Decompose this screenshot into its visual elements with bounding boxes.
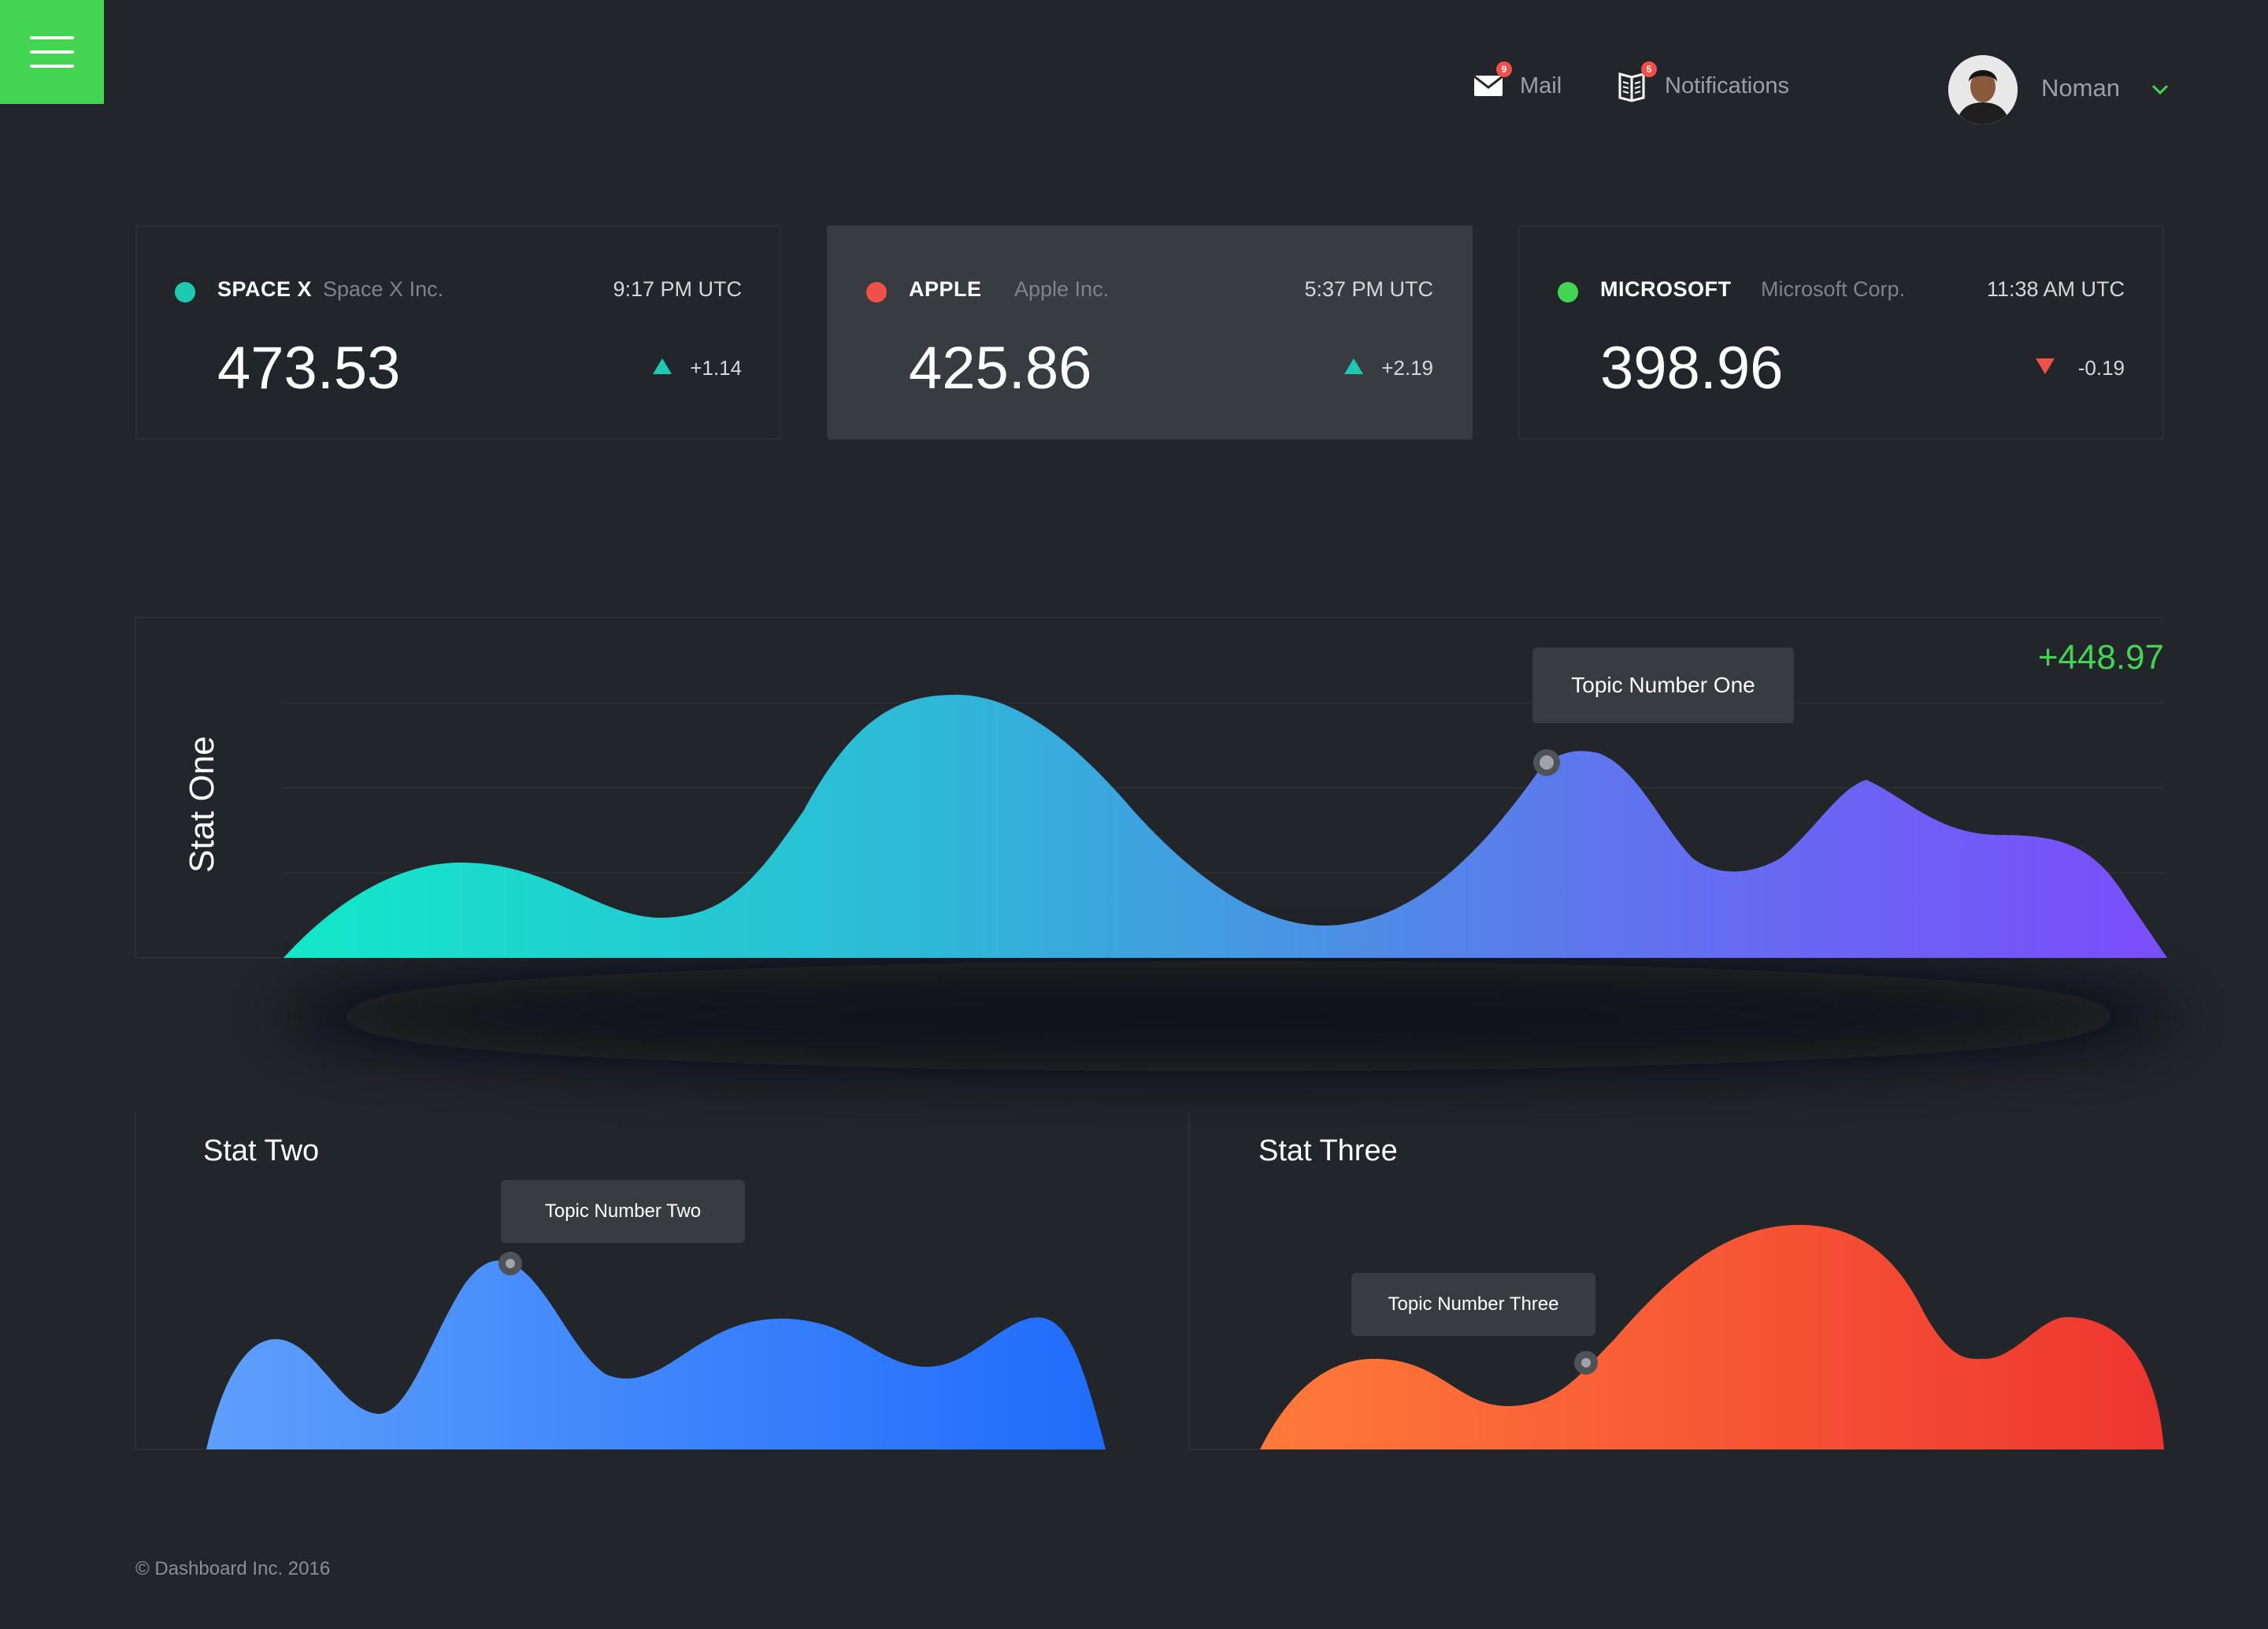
stock-card-apple[interactable]: APPLE Apple Inc. 5:37 PM UTC 425.86 +2.1… [827, 225, 1473, 440]
stock-time: 9:17 PM UTC [613, 277, 742, 301]
data-point-core [1540, 755, 1554, 770]
stat-three-tooltip: Topic Number Three [1351, 1273, 1595, 1336]
data-point-core [506, 1259, 515, 1268]
arrow-up-icon [1344, 358, 1363, 374]
stat-two-title: Stat Two [203, 1134, 320, 1167]
chevron-down-icon[interactable] [2150, 79, 2170, 99]
mail-label: Mail [1520, 72, 1562, 98]
arrow-up-icon [653, 358, 672, 374]
arrow-down-icon [2036, 358, 2055, 374]
status-dot [1558, 282, 1578, 302]
hamburger-menu-button[interactable] [0, 0, 104, 104]
notifications-label: Notifications [1665, 72, 1789, 98]
stock-ticker: MICROSOFT [1600, 277, 1732, 301]
stock-change: +1.14 [690, 356, 742, 380]
menu-icon-bar [30, 65, 74, 68]
notifications-badge: 5 [1641, 61, 1657, 77]
notifications-link[interactable]: 5 Notifications [1618, 61, 1789, 102]
mail-icon: 9 [1473, 61, 1512, 102]
stat-one-delta: +448.97 [2037, 638, 2164, 677]
mail-link[interactable]: 9 Mail [1473, 61, 1562, 102]
menu-icon-bar [30, 50, 74, 54]
status-dot [175, 282, 195, 302]
notifications-icon: 5 [1618, 61, 1657, 102]
stat-two-area [206, 1260, 1106, 1449]
stock-card-microsoft[interactable]: MICROSOFT Microsoft Corp. 11:38 AM UTC 3… [1518, 225, 2164, 440]
stock-time: 11:38 AM UTC [1986, 277, 2125, 301]
stat-one-tooltip: Topic Number One [1532, 648, 1794, 723]
stat-two-tooltip: Topic Number Two [501, 1180, 745, 1243]
user-name[interactable]: Noman [2041, 74, 2120, 102]
stock-ticker: APPLE [909, 277, 982, 301]
footer-copyright: © Dashboard Inc. 2016 [135, 1558, 331, 1579]
avatar[interactable] [1948, 55, 2018, 124]
stock-company: Apple Inc. [1014, 277, 1110, 301]
stat-one-title: Stat One [183, 736, 221, 873]
stat-three-area [1260, 1225, 2164, 1449]
mail-badge: 9 [1496, 61, 1512, 77]
stat-one-area [284, 695, 2167, 958]
stock-change: -0.19 [2077, 356, 2125, 380]
stock-company: Microsoft Corp. [1761, 277, 1906, 301]
chart-shadow [284, 961, 2174, 1071]
stock-card-spacex[interactable]: SPACE X Space X Inc. 9:17 PM UTC 473.53 … [135, 225, 781, 440]
status-dot [866, 282, 887, 302]
stock-price: 473.53 [217, 335, 401, 402]
data-point-core [1581, 1358, 1591, 1367]
stock-ticker: SPACE X [217, 277, 313, 301]
stock-change: +2.19 [1381, 356, 1433, 380]
menu-icon-bar [30, 36, 74, 39]
stock-price: 425.86 [909, 335, 1092, 402]
stat-three-title: Stat Three [1258, 1134, 1398, 1167]
stock-time: 5:37 PM UTC [1304, 277, 1433, 301]
stock-company: Space X Inc. [323, 277, 444, 301]
stock-price: 398.96 [1600, 335, 1784, 402]
